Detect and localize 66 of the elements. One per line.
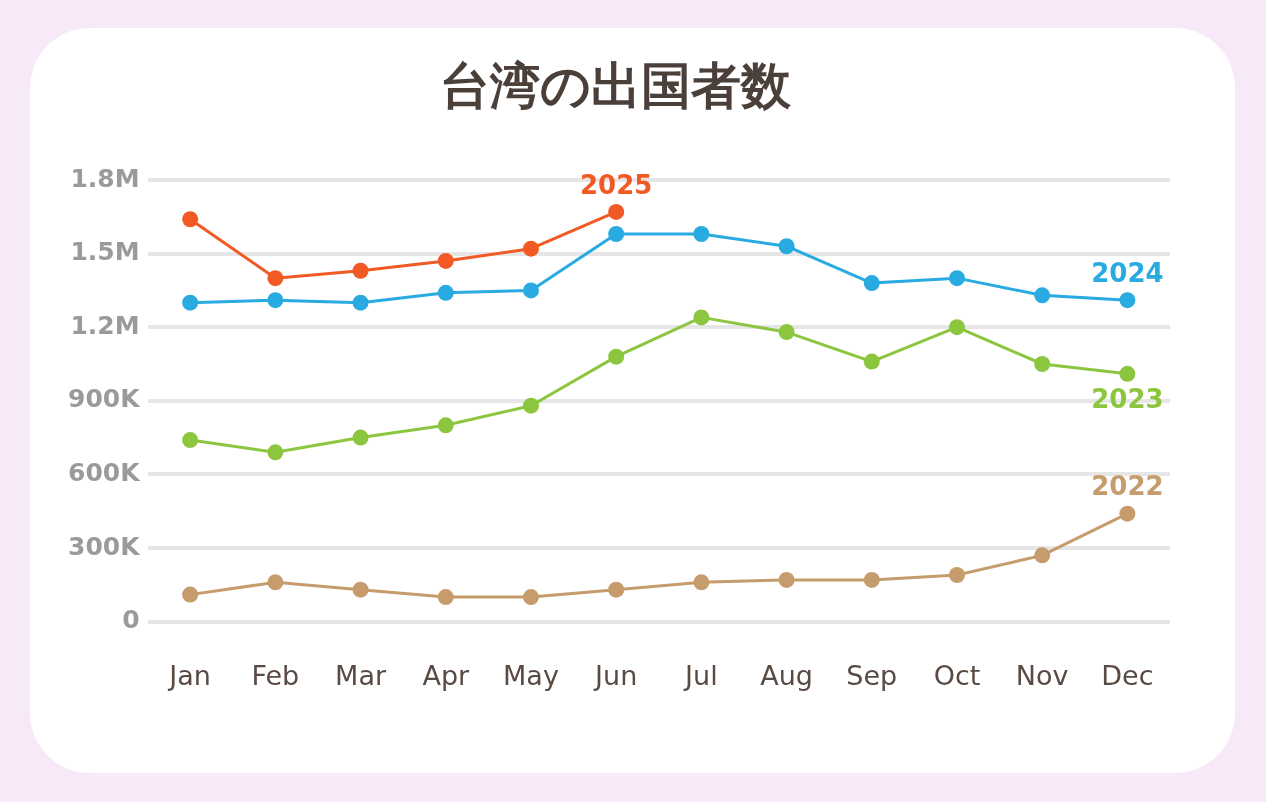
y-tick-label: 1.5M [70, 237, 140, 267]
point [182, 586, 199, 603]
point [693, 309, 710, 326]
point [267, 444, 284, 461]
point [522, 240, 539, 257]
point [863, 275, 880, 292]
point [1034, 547, 1051, 564]
point [182, 432, 199, 449]
series-label: 2024 [1091, 257, 1164, 288]
point [522, 397, 539, 414]
x-tick-label: Dec [1101, 659, 1154, 691]
point [437, 284, 454, 301]
point [352, 262, 369, 279]
point [267, 574, 284, 591]
point [352, 429, 369, 446]
x-tick-label: Jan [167, 659, 211, 691]
point [608, 203, 625, 220]
point [437, 589, 454, 606]
point [863, 571, 880, 588]
point [608, 348, 625, 365]
point [182, 294, 199, 311]
point [863, 353, 880, 370]
point [778, 324, 795, 341]
series-label: 2025 [579, 169, 653, 200]
point [693, 225, 710, 242]
x-tick-label: Nov [1015, 659, 1069, 691]
point [437, 417, 454, 434]
point [1034, 287, 1051, 304]
point [778, 238, 795, 255]
x-tick-label: Jul [683, 659, 718, 691]
x-tick-label: Feb [251, 659, 300, 691]
point [1034, 356, 1051, 372]
point [352, 581, 369, 598]
point [522, 282, 539, 299]
y-tick-label: 1.8M [70, 163, 140, 193]
point [1119, 505, 1136, 522]
point [948, 566, 965, 583]
x-tick-label: Mar [335, 659, 387, 691]
point [1119, 365, 1136, 382]
x-tick-label: Aug [760, 659, 813, 691]
point [1119, 292, 1136, 309]
x-tick-label: Sep [846, 659, 898, 691]
point [693, 574, 710, 591]
point [267, 270, 284, 287]
point [948, 270, 965, 287]
point [778, 571, 795, 588]
point [352, 294, 369, 311]
point [608, 225, 625, 242]
y-tick-label: 0 [122, 605, 140, 635]
chart-title: 台湾の出国者数 [439, 56, 792, 115]
x-tick-label: Jun [593, 659, 638, 691]
x-tick-label: May [503, 659, 559, 691]
x-tick-label: Apr [422, 659, 471, 691]
point [608, 581, 625, 598]
series-label: 2023 [1091, 383, 1164, 414]
point [437, 252, 454, 269]
point [267, 292, 284, 309]
y-tick-label: 600K [68, 457, 142, 487]
series-label: 2022 [1091, 471, 1164, 502]
point [948, 319, 965, 336]
point [522, 589, 539, 606]
y-tick-label: 900K [68, 384, 142, 414]
y-tick-label: 1.2M [70, 310, 140, 340]
x-tick-label: Oct [933, 659, 981, 691]
y-tick-label: 300K [68, 531, 142, 561]
point [182, 211, 199, 228]
